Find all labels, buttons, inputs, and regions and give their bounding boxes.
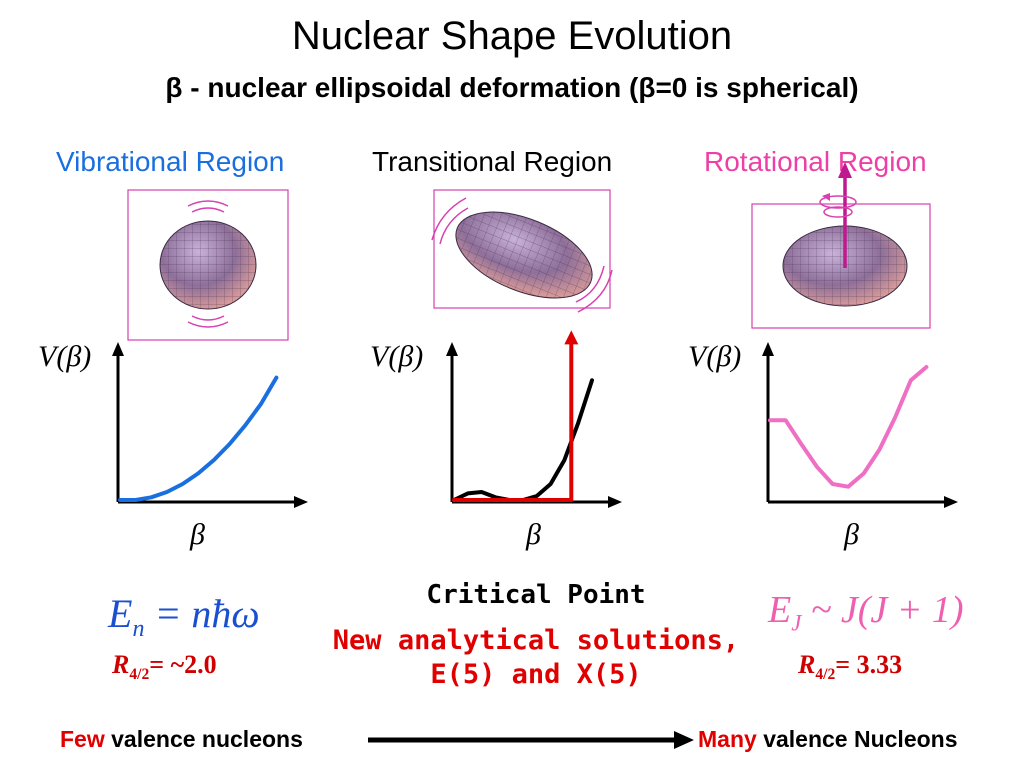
rotational-region-label: Rotational Region	[704, 146, 927, 177]
rotational-energy-equation: EJ ~ J(J + 1)	[768, 589, 964, 636]
chart1-series-1	[118, 375, 279, 502]
chart1-ylabel: V(β)	[38, 340, 92, 373]
many-nucleons-label: Many valence Nucleons	[698, 726, 958, 752]
chart1-x-arrow	[294, 496, 308, 508]
chart2-y-arrow	[446, 342, 458, 356]
vibrational-region-label: Vibrational Region	[56, 146, 285, 177]
page-subtitle: β - nuclear ellipsoidal deformation (β=0…	[165, 72, 859, 103]
vibrational-energy-equation: En = nħω	[108, 591, 260, 642]
chart2-xlabel: β	[526, 518, 541, 551]
rotational-ratio: R4/2= 3.33	[798, 650, 903, 684]
few-nucleons-label: Few valence nucleons	[60, 726, 303, 752]
vibration-arcs-icon	[187, 200, 229, 328]
new-solutions-text: New analytical solutions, E(5) and X(5)	[0, 624, 1024, 692]
transitional-region-label: Transitional Region	[372, 146, 613, 177]
vibrational-ratio: R4/2= ~2.0	[112, 650, 217, 684]
vibrational-frame	[127, 189, 289, 341]
chart2-x-arrow	[608, 496, 622, 508]
chart3-series-1	[768, 365, 929, 489]
new-solutions-line1: New analytical solutions,	[332, 625, 740, 656]
oscillation-arcs-icon	[431, 197, 613, 313]
page-title: Nuclear Shape Evolution	[291, 14, 733, 58]
chart2-ylabel: V(β)	[370, 340, 424, 373]
rotation-axis-arrow-icon	[819, 162, 857, 268]
chart3-y-arrow	[762, 342, 774, 356]
rotational-frame	[751, 203, 931, 329]
chart3-x-arrow	[944, 496, 958, 508]
chart2-wall-arrow	[564, 330, 579, 345]
chart3-ylabel: V(β)	[688, 340, 742, 373]
chart1-xlabel: β	[190, 518, 205, 551]
critical-point-label: Critical Point	[426, 580, 646, 610]
deformed-nucleus-icon	[455, 211, 593, 299]
progression-arrow-icon	[368, 731, 694, 749]
chart1-y-arrow	[112, 342, 124, 356]
spherical-nucleus-icon	[159, 220, 257, 310]
chart2-series-2	[452, 338, 574, 502]
chart3-xlabel: β	[844, 518, 859, 551]
transitional-frame	[433, 189, 611, 309]
new-solutions-line2: E(5) and X(5)	[430, 659, 642, 690]
